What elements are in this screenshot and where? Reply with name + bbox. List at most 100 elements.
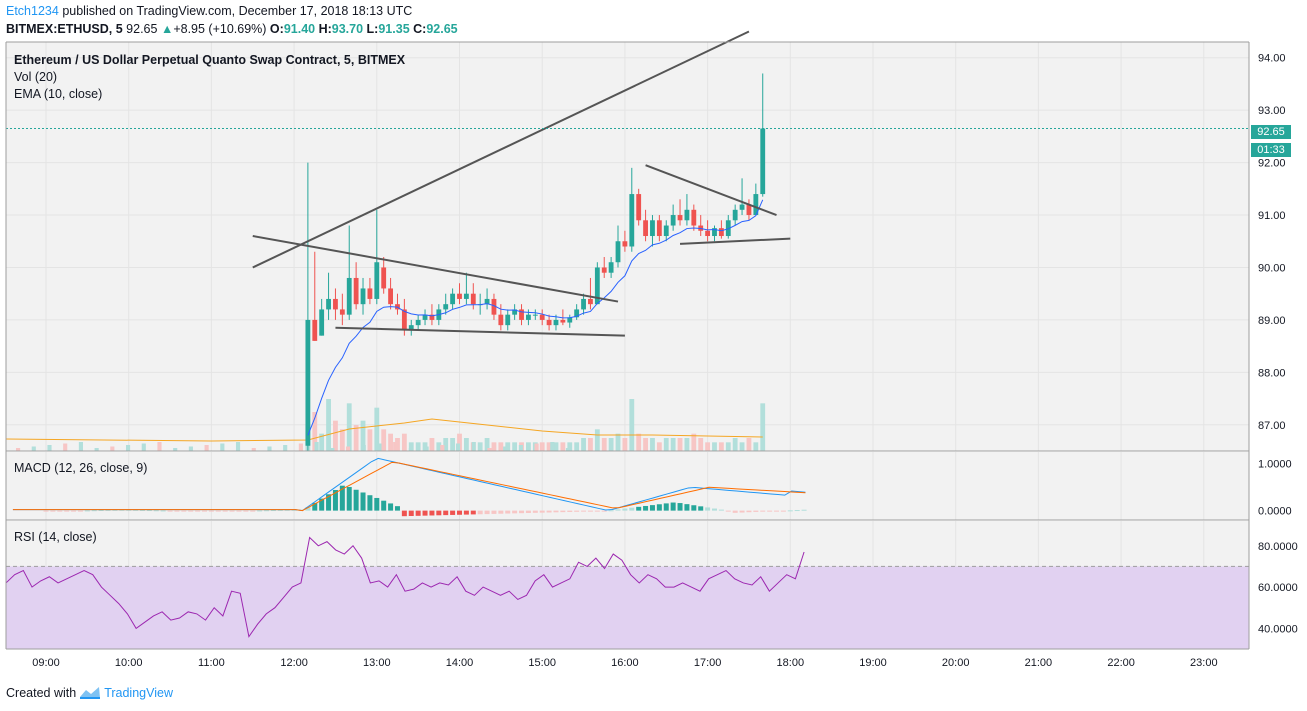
volume-bar — [691, 433, 697, 451]
macd-histogram-bar — [463, 510, 469, 515]
macd-histogram-bar — [208, 510, 214, 512]
candle-body — [463, 293, 469, 299]
macd-histogram-bar — [381, 500, 387, 511]
macd-histogram-bar — [505, 510, 511, 514]
macd-histogram-bar — [663, 503, 669, 511]
macd-histogram-bar — [236, 510, 242, 512]
high-value: 93.70 — [331, 22, 364, 36]
tradingview-link[interactable]: TradingView — [104, 686, 173, 700]
last-price: 92.65 — [126, 22, 158, 36]
price-axis-label: 88.00 — [1258, 367, 1286, 379]
macd-histogram-bar — [332, 489, 338, 511]
low-label: L: — [366, 22, 379, 36]
candle-body — [705, 230, 711, 237]
volume-bar — [534, 443, 539, 451]
close-label: C: — [413, 22, 427, 36]
change-value: +8.95 (+10.69%) — [173, 22, 267, 36]
macd-histogram-bar — [264, 510, 270, 512]
volume-bar — [463, 438, 469, 451]
macd-histogram-bar — [353, 489, 359, 511]
candle-body — [581, 298, 586, 310]
candle-body — [519, 309, 524, 320]
candle-body — [388, 288, 393, 305]
macd-histogram-bar — [202, 510, 208, 512]
volume-bar — [436, 442, 442, 451]
price-axis-label: 91.00 — [1258, 210, 1286, 222]
volume-bar — [345, 446, 351, 451]
macd-histogram-bar — [629, 507, 635, 511]
volume-bar — [581, 438, 586, 451]
rsi-axis-label: 80.0000 — [1258, 541, 1298, 553]
macd-histogram-bar — [711, 508, 717, 511]
macd-histogram-bar — [732, 510, 738, 513]
volume-bar — [235, 442, 241, 451]
volume-bar — [94, 448, 99, 451]
volume-bar — [732, 438, 738, 451]
candle-body — [594, 267, 600, 305]
macd-histogram-bar — [656, 504, 662, 511]
up-arrow-icon: ▲ — [160, 22, 174, 36]
volume-bar — [457, 433, 462, 451]
volume-bar — [330, 448, 335, 451]
volume-bar — [615, 433, 621, 451]
volume-bar — [503, 446, 508, 451]
macd-histogram-bar — [608, 510, 614, 512]
macd-histogram-bar — [394, 506, 400, 511]
candle-body — [360, 288, 366, 305]
volume-bar — [650, 438, 655, 451]
volume-bar — [677, 438, 683, 451]
price-axis-label: 90.00 — [1258, 262, 1286, 274]
candle-body — [333, 298, 338, 310]
rsi-legend: RSI (14, close) — [14, 530, 97, 544]
macd-histogram-bar — [422, 510, 428, 516]
author-link[interactable]: Etch1234 — [6, 4, 59, 18]
candle-body — [746, 204, 752, 216]
time-axis-label: 22:00 — [1107, 657, 1135, 669]
volume-bar — [78, 442, 83, 451]
candle-body — [636, 194, 642, 221]
volume-bar — [353, 425, 359, 451]
candle-body — [732, 209, 738, 221]
volume-bar — [374, 407, 380, 451]
volume-bar — [491, 442, 497, 451]
volume-bar — [487, 448, 492, 451]
volume-bar — [656, 442, 662, 451]
time-axis-label: 11:00 — [198, 657, 225, 669]
macd-histogram-bar — [222, 510, 228, 512]
volume-bar — [339, 429, 345, 451]
macd-histogram-bar — [243, 510, 249, 512]
macd-histogram-bar — [677, 503, 683, 511]
macd-histogram-bar — [622, 508, 628, 511]
volume-bar — [429, 438, 435, 451]
volume-bar — [643, 438, 648, 451]
macd-histogram-bar — [484, 510, 490, 515]
macd-histogram-bar — [250, 510, 256, 512]
macd-histogram-bar — [339, 485, 345, 511]
macd-histogram-bar — [560, 510, 566, 513]
trend-line — [679, 237, 791, 245]
volume-bar — [251, 448, 256, 451]
macd-histogram-bar — [133, 509, 139, 511]
candle-body — [415, 319, 421, 326]
rsi-band — [6, 566, 1249, 649]
macd-histogram-bar — [71, 510, 77, 512]
candle-body — [760, 128, 766, 195]
macd-histogram-bar — [415, 510, 421, 516]
volume-bar — [753, 442, 759, 451]
time-axis-label: 21:00 — [1025, 657, 1053, 669]
macd-histogram-bar — [195, 510, 201, 512]
macd-histogram-bar — [512, 510, 518, 514]
volume-bar — [450, 438, 456, 451]
trend-line — [252, 235, 619, 303]
candle-body — [560, 319, 566, 323]
macd-histogram-bar — [326, 494, 332, 511]
macd-histogram-bar — [546, 510, 552, 513]
volume-bar — [588, 438, 593, 451]
volume-bar — [539, 442, 545, 451]
candle-body — [650, 220, 655, 237]
macd-histogram-bar — [684, 504, 690, 511]
macd-histogram-bar — [112, 509, 118, 511]
volume-bar — [157, 442, 162, 451]
macd-histogram-bar — [601, 510, 607, 512]
